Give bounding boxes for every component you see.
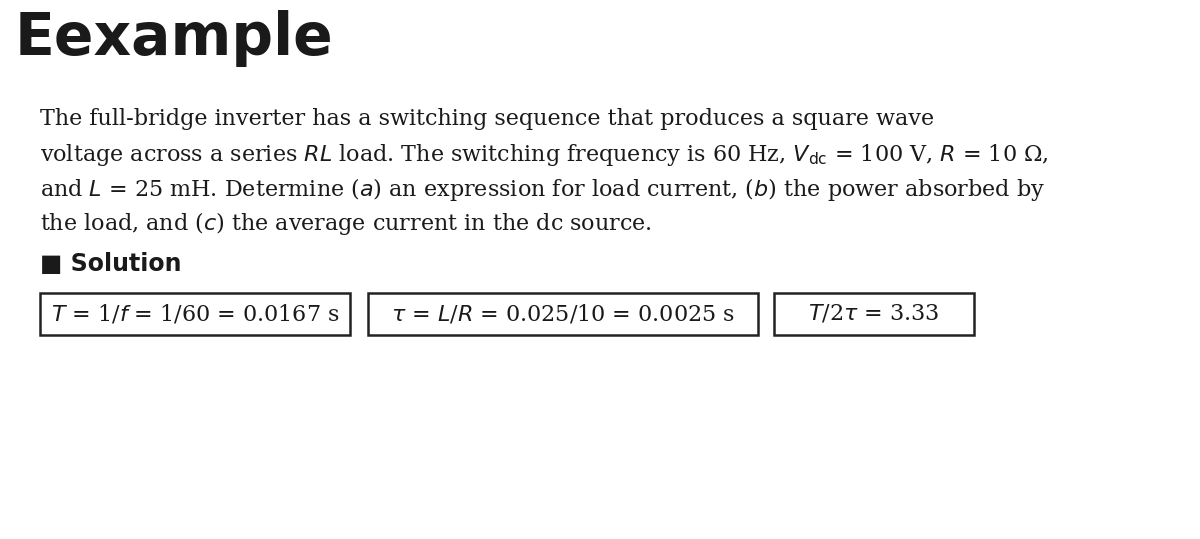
Text: The full-bridge inverter has a switching sequence that produces a square wave: The full-bridge inverter has a switching… bbox=[40, 108, 934, 130]
Text: $\mathit{T}$ = 1/$\mathit{f}$ = 1/60 = 0.0167 s: $\mathit{T}$ = 1/$\mathit{f}$ = 1/60 = 0… bbox=[50, 302, 340, 326]
Text: $\mathit{T}$/2$\mathit{\tau}$ = 3.33: $\mathit{T}$/2$\mathit{\tau}$ = 3.33 bbox=[809, 303, 940, 325]
Text: voltage across a series $\mathit{RL}$ load. The switching frequency is 60 Hz, $V: voltage across a series $\mathit{RL}$ lo… bbox=[40, 142, 1049, 168]
Text: Eexample: Eexample bbox=[14, 10, 334, 67]
Bar bbox=[40, 293, 350, 335]
Text: and $\mathit{L}$ = 25 mH. Determine ($a$) an expression for load current, ($b$) : and $\mathit{L}$ = 25 mH. Determine ($a$… bbox=[40, 176, 1045, 203]
Text: $\mathit{\tau}$ = $\mathit{L}$/$\mathit{R}$ = 0.025/10 = 0.0025 s: $\mathit{\tau}$ = $\mathit{L}$/$\mathit{… bbox=[391, 302, 734, 326]
Text: the load, and ($c$) the average current in the dc source.: the load, and ($c$) the average current … bbox=[40, 210, 652, 237]
Text: ■ Solution: ■ Solution bbox=[40, 252, 181, 276]
Bar bbox=[368, 293, 758, 335]
Bar bbox=[774, 293, 974, 335]
